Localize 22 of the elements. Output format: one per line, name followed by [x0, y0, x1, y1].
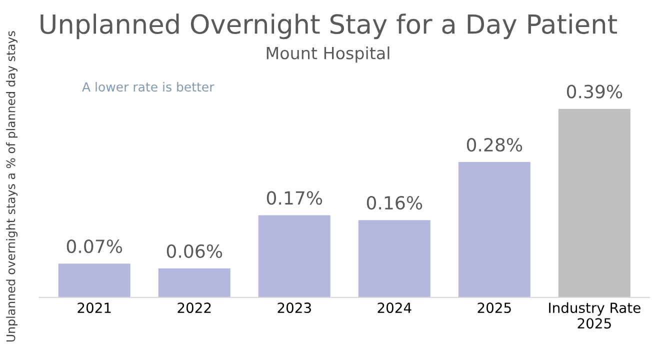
bar — [158, 268, 230, 298]
data-label: 0.16% — [366, 196, 422, 210]
x-tick-label: 2021 — [78, 302, 111, 314]
x-tick-label: 2024 — [378, 302, 412, 314]
data-label: 0.07% — [66, 239, 122, 254]
text: A lower rate is better — [82, 82, 214, 92]
bar — [58, 264, 130, 298]
bar — [358, 220, 430, 298]
chart-title: Unplanned Overnight Stay for a Day Patient — [40, 14, 618, 40]
bar — [458, 162, 530, 298]
data-label: 0.06% — [166, 244, 222, 258]
bar — [558, 108, 630, 298]
data-label: 0.28% — [466, 138, 522, 152]
y-axis-title: Unplanned overnight stays a % of planned day stays — [6, 31, 18, 342]
bar — [258, 215, 330, 298]
chart-subtitle: Mount Hospital — [266, 46, 390, 63]
x-tick-label: 2025 — [478, 302, 511, 314]
data-label: 0.39% — [566, 84, 622, 98]
x-tick-label: 2022 — [178, 302, 211, 314]
data-label: 0.17% — [266, 191, 322, 205]
x-tick-label: Industry Rate 2025 — [549, 302, 640, 329]
x-tick-label: 2023 — [278, 302, 311, 314]
